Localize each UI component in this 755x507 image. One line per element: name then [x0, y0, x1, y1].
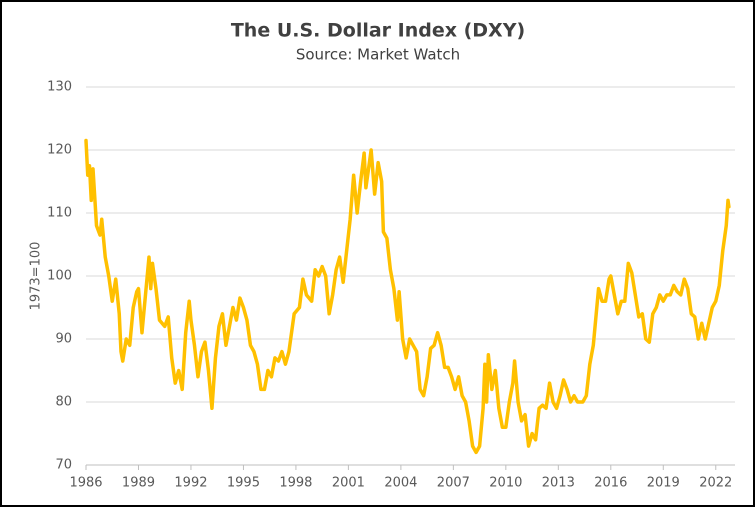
x-tick-label: 1998 [279, 476, 312, 491]
x-tick-label: 2010 [489, 476, 522, 491]
y-axis-label: 1973=100 [29, 242, 44, 311]
y-tick-label: 130 [47, 80, 72, 95]
x-tick-label: 2013 [542, 476, 575, 491]
x-tick-label: 2001 [332, 476, 365, 491]
y-tick-label: 120 [47, 143, 72, 158]
chart-subtitle: Source: Market Watch [296, 46, 460, 64]
x-tick-label: 1995 [227, 476, 260, 491]
data-line [84, 138, 731, 455]
x-tick-label: 1989 [122, 476, 155, 491]
y-tick-label: 80 [55, 395, 72, 410]
x-tick-label: 2019 [647, 476, 680, 491]
x-tick-label: 1992 [174, 476, 207, 491]
chart-title: The U.S. Dollar Index (DXY) [231, 20, 525, 42]
x-tick-label: 2022 [699, 476, 732, 491]
x-tick-label: 2004 [384, 476, 417, 491]
y-tick-label: 90 [55, 332, 72, 347]
x-tick-label: 2016 [594, 476, 627, 491]
y-tick-label: 100 [47, 269, 72, 284]
x-tick-label: 1986 [69, 476, 102, 491]
x-tick-label: 2007 [437, 476, 470, 491]
y-tick-label: 110 [47, 206, 72, 221]
y-tick-label: 70 [55, 458, 72, 473]
